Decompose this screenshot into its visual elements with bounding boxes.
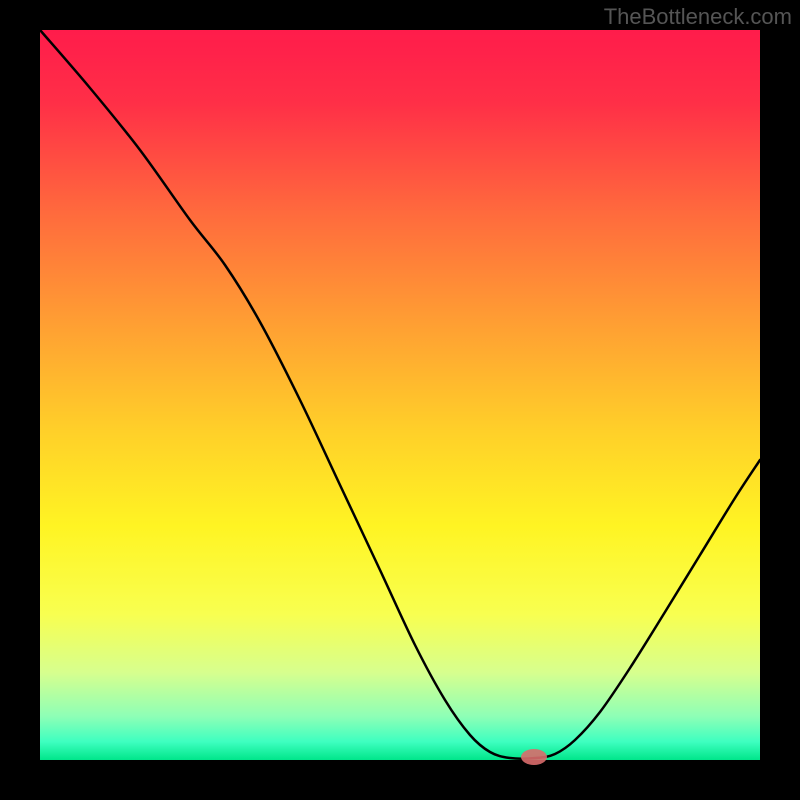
chart-container: TheBottleneck.com <box>0 0 800 800</box>
chart-marker <box>521 749 547 765</box>
watermark-label: TheBottleneck.com <box>604 4 792 30</box>
bottleneck-chart <box>0 0 800 800</box>
chart-plot-area <box>40 30 760 760</box>
